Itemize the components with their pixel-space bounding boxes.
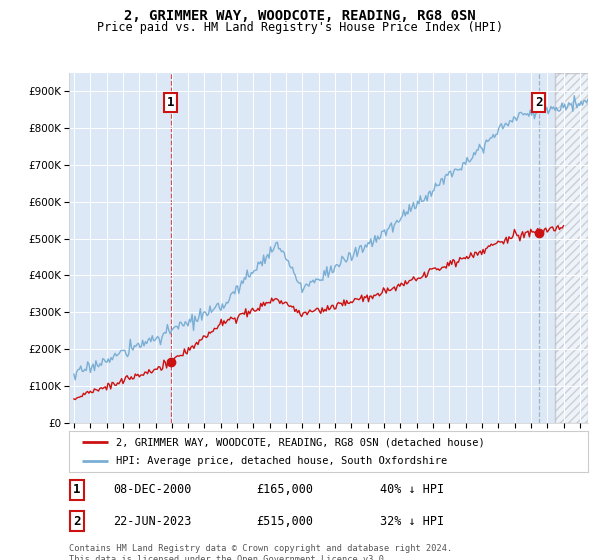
Text: HPI: Average price, detached house, South Oxfordshire: HPI: Average price, detached house, Sout… [116, 456, 447, 465]
Text: 2: 2 [73, 515, 80, 528]
Text: 08-DEC-2000: 08-DEC-2000 [113, 483, 191, 496]
Text: 1: 1 [167, 96, 174, 109]
Text: £515,000: £515,000 [256, 515, 313, 528]
Text: 2, GRIMMER WAY, WOODCOTE, READING, RG8 0SN (detached house): 2, GRIMMER WAY, WOODCOTE, READING, RG8 0… [116, 437, 484, 447]
Text: 40% ↓ HPI: 40% ↓ HPI [380, 483, 445, 496]
Text: 32% ↓ HPI: 32% ↓ HPI [380, 515, 445, 528]
Text: 22-JUN-2023: 22-JUN-2023 [113, 515, 191, 528]
Text: 1: 1 [73, 483, 80, 496]
Text: £165,000: £165,000 [256, 483, 313, 496]
Text: Price paid vs. HM Land Registry's House Price Index (HPI): Price paid vs. HM Land Registry's House … [97, 21, 503, 34]
Text: 2, GRIMMER WAY, WOODCOTE, READING, RG8 0SN: 2, GRIMMER WAY, WOODCOTE, READING, RG8 0… [124, 9, 476, 23]
Text: 2: 2 [535, 96, 542, 109]
Text: Contains HM Land Registry data © Crown copyright and database right 2024.
This d: Contains HM Land Registry data © Crown c… [69, 544, 452, 560]
